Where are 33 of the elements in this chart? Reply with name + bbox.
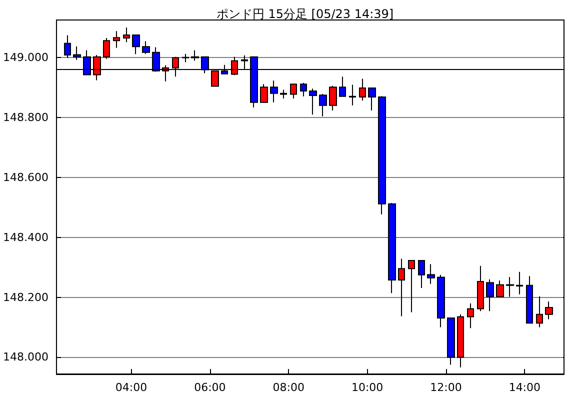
chart-title: ポンド円 15分足 [05/23 14:39] <box>216 7 394 21</box>
candlestick <box>123 26 130 43</box>
y-tick-label: 149.000 <box>2 51 48 64</box>
candlestick <box>339 76 346 97</box>
candlestick <box>418 260 425 289</box>
x-tick-label: 10:00 <box>351 381 384 394</box>
candlestick <box>368 87 376 111</box>
candlestick <box>545 301 553 320</box>
candlestick <box>329 85 337 111</box>
candlestick <box>467 302 474 329</box>
x-tick-label: 06:00 <box>194 381 226 394</box>
candlestick <box>142 40 150 54</box>
y-tick-label: 148.600 <box>2 171 48 184</box>
x-tick-label: 04:00 <box>115 381 148 394</box>
candlestick <box>290 84 297 99</box>
y-tick-label: 148.800 <box>2 111 48 124</box>
y-tick-label: 148.400 <box>2 230 48 244</box>
candlestick <box>516 271 523 295</box>
candlestick <box>270 80 278 103</box>
candlestick <box>113 30 120 48</box>
y-tick-label: 148.200 <box>2 290 48 304</box>
candlestick <box>359 78 366 102</box>
x-tick-label: 08:00 <box>272 381 304 394</box>
candlestick <box>280 89 287 99</box>
candlestick <box>427 264 435 284</box>
candlestick <box>349 84 356 106</box>
candlestick <box>309 88 317 116</box>
x-tick-label: 12:00 <box>430 381 462 394</box>
candlestick <box>260 84 268 103</box>
candlestick <box>132 34 140 55</box>
y-tick-label: 148.000 <box>2 350 48 364</box>
x-tick-label: 14:00 <box>508 381 541 394</box>
candlestick <box>300 82 307 97</box>
